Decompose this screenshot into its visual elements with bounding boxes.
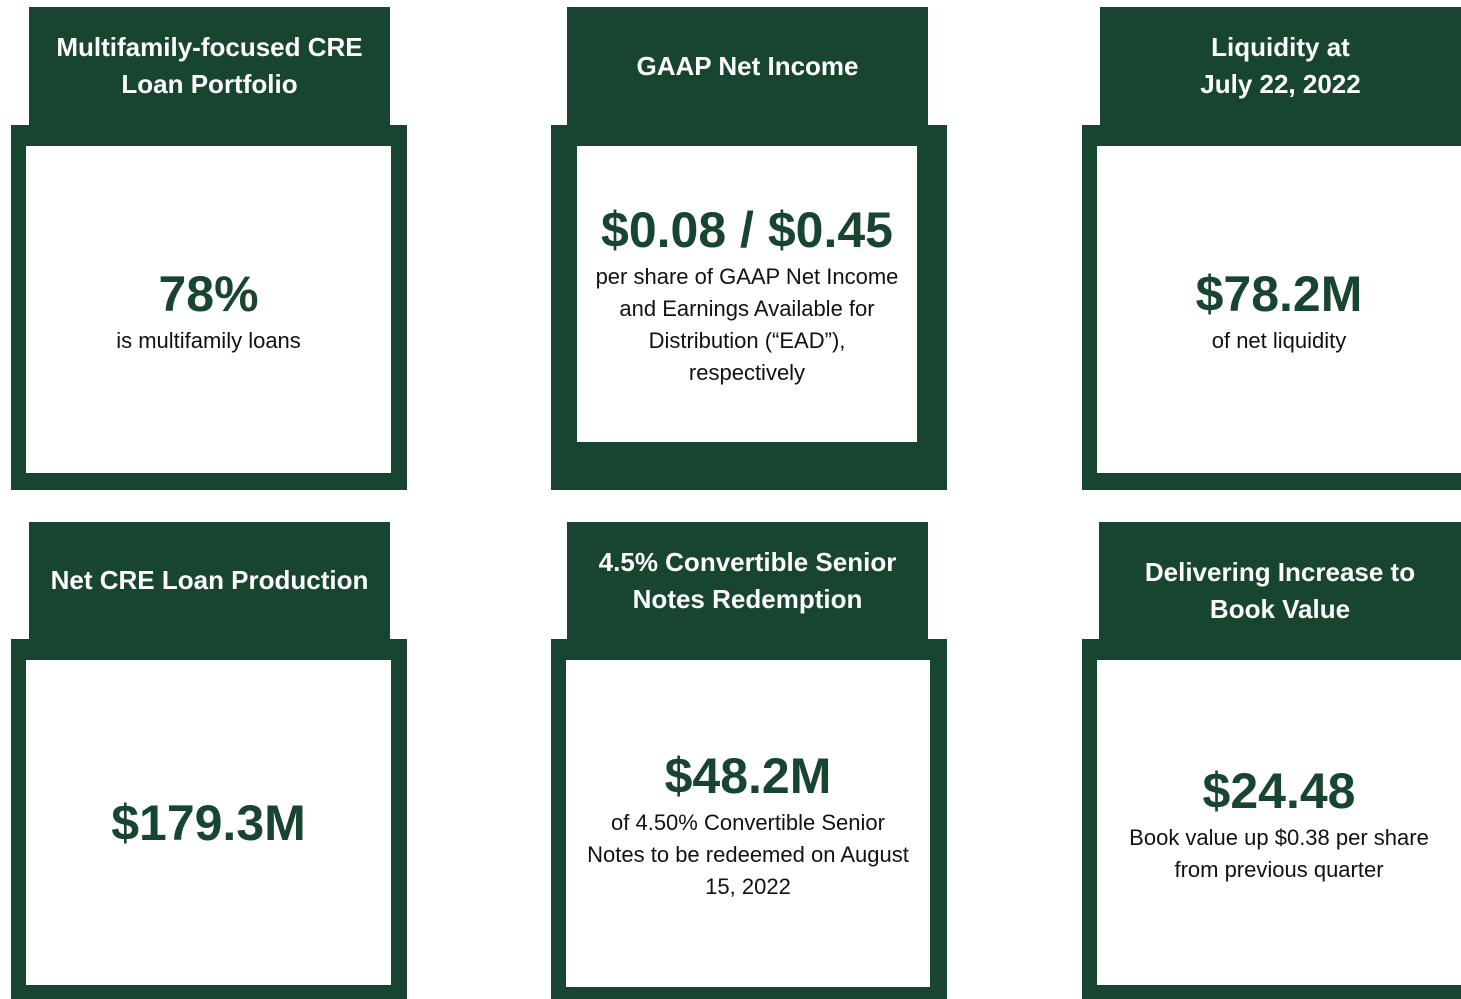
card-description: Book value up $0.38 per share from previo… (1129, 822, 1429, 886)
description-line: respectively (688, 360, 806, 385)
card-description: of net liquidity (1212, 325, 1347, 357)
card-header: Liquidity at July 22, 2022 (1100, 7, 1461, 125)
description-line: Distribution (“EAD”), (648, 328, 846, 353)
card-value: $78.2M (1196, 263, 1363, 325)
card-header: Multifamily-focused CRE Loan Portfolio (29, 7, 390, 125)
card-body: $78.2M of net liquidity (1097, 146, 1461, 473)
card-value: $24.48 (1203, 760, 1356, 822)
card-body: $48.2M of 4.50% Convertible Senior Notes t… (566, 660, 930, 987)
card-title: Net CRE Loan Production (50, 565, 369, 595)
card-title: Delivering Increase to (1144, 557, 1416, 587)
card-header: Delivering Increase to Book Value (1099, 522, 1461, 660)
value-text: $78.2M (1195, 265, 1363, 322)
value-text: $24.48 (1202, 762, 1356, 819)
card-header: Net CRE Loan Production (29, 522, 390, 639)
card-title: 4.5% Convertible Senior (598, 546, 897, 577)
card-body: $179.3M (26, 660, 391, 985)
description-line: Book value up $0.38 per share (1129, 824, 1429, 850)
card-value: $48.2M (665, 745, 832, 807)
value-text: $48.2M (664, 747, 832, 804)
description-line: 15, 2022 (705, 873, 791, 899)
card-header: 4.5% Convertible Senior Notes Redemption (567, 522, 928, 639)
card-title: Liquidity at (1211, 32, 1350, 62)
card-description: of 4.50% Convertible Senior Notes to be r… (587, 807, 909, 903)
card-value: $179.3M (111, 792, 306, 854)
description-line: of 4.50% Convertible Senior (611, 809, 885, 835)
description-line: per share of GAAP Net Income (595, 264, 899, 289)
description-line: from previous quarter (1174, 856, 1384, 882)
card-title: Book Value (1209, 594, 1351, 624)
card-value: $0.08 / $0.45 (601, 199, 893, 261)
card-body: $0.08 / $0.45 per share of GAAP Net Incom… (577, 146, 917, 442)
card-title: Loan Portfolio (121, 69, 298, 99)
card-description: is multifamily loans (116, 325, 301, 357)
value-text: 78% (158, 265, 259, 322)
card-title: Multifamily-focused CRE (56, 32, 363, 62)
description-line: Notes to be redeemed on August (587, 841, 909, 867)
card-body: $24.48 Book value up $0.38 per share from … (1097, 660, 1461, 985)
card-value: 78% (158, 263, 258, 325)
card-title: GAAP Net Income (636, 50, 859, 81)
card-title: Notes Redemption (632, 583, 863, 614)
card-body: 78% is multifamily loans (26, 146, 391, 473)
card-title: July 22, 2022 (1200, 69, 1361, 99)
value-text: $0.08 / $0.45 (601, 202, 893, 258)
card-header: GAAP Net Income (567, 7, 928, 125)
value-text: $179.3M (111, 794, 306, 851)
card-description: per share of GAAP Net Income and Earnings… (596, 261, 899, 389)
description-line: and Earnings Available for (619, 296, 875, 321)
description-line: is multifamily loans (116, 327, 301, 353)
description-line: of net liquidity (1211, 327, 1347, 353)
